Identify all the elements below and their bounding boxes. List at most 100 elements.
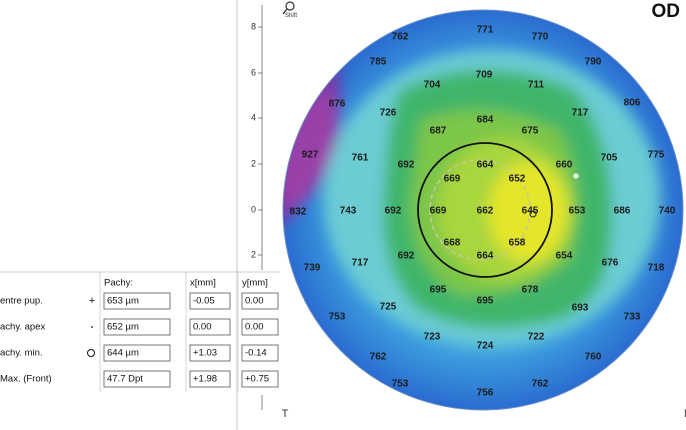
value-field bbox=[241, 344, 279, 362]
thickness-value: 662 bbox=[477, 206, 494, 217]
table-header: Pachy: bbox=[104, 278, 133, 289]
field-value: 652 µm bbox=[107, 322, 139, 333]
thickness-value: 717 bbox=[572, 108, 589, 119]
thickness-value: 692 bbox=[398, 160, 415, 171]
left-panel bbox=[0, 0, 238, 430]
field-value: -0.14 bbox=[245, 348, 267, 359]
value-field bbox=[103, 318, 171, 336]
thickness-value: 678 bbox=[522, 285, 539, 296]
thickness-value: 695 bbox=[430, 285, 447, 296]
temporal-label: T bbox=[282, 408, 289, 420]
thickness-value: 722 bbox=[528, 332, 545, 343]
value-field bbox=[189, 370, 231, 388]
thickness-value: 832 bbox=[290, 207, 307, 218]
value-field bbox=[189, 292, 231, 310]
zoom-hint: Shift bbox=[285, 13, 297, 19]
thickness-value: 645 bbox=[522, 206, 539, 217]
row-label: entre pup. bbox=[0, 296, 43, 307]
thickness-value: 687 bbox=[430, 126, 447, 137]
min-symbol bbox=[87, 349, 95, 357]
value-field bbox=[103, 344, 171, 362]
centre-symbol: + bbox=[89, 295, 95, 307]
value-field bbox=[103, 292, 171, 310]
thickness-value: 927 bbox=[302, 150, 319, 161]
eye-label: OD bbox=[652, 1, 681, 22]
thickness-value: 724 bbox=[477, 341, 494, 352]
field-value: 0.00 bbox=[193, 322, 212, 333]
thickness-value: 753 bbox=[392, 379, 409, 390]
thickness-value: 704 bbox=[424, 80, 441, 91]
field-value: 644 µm bbox=[107, 348, 139, 359]
thickness-value: 684 bbox=[477, 115, 494, 126]
row-label: achy. min. bbox=[0, 348, 43, 359]
thickness-value: 695 bbox=[477, 296, 494, 307]
min-marker bbox=[529, 210, 537, 218]
y-tick-label: 6 bbox=[251, 67, 256, 77]
thickness-value: 711 bbox=[528, 80, 545, 91]
thickness-value: 669 bbox=[444, 174, 461, 185]
thickness-value: 762 bbox=[532, 379, 549, 390]
thickness-value: 775 bbox=[648, 150, 665, 161]
thickness-value: 762 bbox=[392, 32, 409, 43]
thickness-value: 806 bbox=[624, 98, 641, 109]
row-label: achy. apex bbox=[0, 322, 45, 333]
zone-circle bbox=[429, 159, 531, 261]
thickness-value: 692 bbox=[398, 251, 415, 262]
thickness-value: 668 bbox=[444, 238, 461, 249]
thickness-value: 693 bbox=[572, 303, 589, 314]
thickness-value: 664 bbox=[477, 160, 494, 171]
contours bbox=[283, 49, 660, 346]
field-value: +0.75 bbox=[245, 374, 269, 385]
value-field bbox=[103, 370, 171, 388]
pupil-circle bbox=[417, 142, 553, 278]
thickness-value: 709 bbox=[476, 70, 493, 81]
pachy-table: + Pachy: x[mm] y[mm] entre pup. 653 µm -0.05 0… bbox=[0, 271, 280, 392]
zoom-icon[interactable]: Shift bbox=[282, 1, 297, 19]
nasal-label: N bbox=[684, 408, 686, 420]
thickness-value: 790 bbox=[585, 57, 602, 68]
field-value: +1.03 bbox=[193, 348, 217, 359]
table-header: x[mm] bbox=[190, 278, 216, 289]
max-marker bbox=[573, 173, 579, 179]
thickness-value: 658 bbox=[509, 238, 526, 249]
thickness-value: 725 bbox=[380, 302, 397, 313]
field-value: -0.05 bbox=[193, 296, 215, 307]
thickness-value: 770 bbox=[532, 32, 549, 43]
thickness-map bbox=[283, 10, 683, 410]
value-field bbox=[241, 370, 279, 388]
y-tick-label: 4 bbox=[251, 112, 256, 122]
thickness-value: 739 bbox=[304, 263, 321, 274]
value-field bbox=[189, 318, 231, 336]
y-tick-label: 0 bbox=[251, 204, 256, 214]
thickness-value: 669 bbox=[430, 206, 447, 217]
field-value: 0.00 bbox=[245, 322, 264, 333]
thickness-value: 723 bbox=[424, 332, 441, 343]
thickness-value: 686 bbox=[614, 206, 631, 217]
y-tick-label: 2 bbox=[251, 158, 256, 168]
thickness-value: 753 bbox=[329, 312, 346, 323]
thickness-value: 876 bbox=[329, 99, 346, 110]
thickness-value: 653 bbox=[569, 206, 586, 217]
y-tick-label: 2 bbox=[251, 249, 256, 259]
map-border bbox=[282, 9, 684, 411]
thickness-value: 675 bbox=[522, 126, 539, 137]
y-tick-label: 8 bbox=[251, 21, 256, 31]
thickness-value: 756 bbox=[477, 388, 494, 399]
apex-symbol bbox=[91, 326, 93, 328]
thickness-value: 652 bbox=[509, 174, 526, 185]
thickness-value: 740 bbox=[659, 206, 676, 217]
thickness-value: 717 bbox=[352, 258, 369, 269]
thickness-value: 726 bbox=[380, 108, 397, 119]
thickness-value: 785 bbox=[370, 57, 387, 68]
value-field bbox=[241, 292, 279, 310]
value-field bbox=[241, 318, 279, 336]
thickness-value: 761 bbox=[352, 153, 369, 164]
field-value: 47.7 Dpt bbox=[107, 374, 143, 385]
field-value: +1.98 bbox=[193, 374, 217, 385]
thickness-value: 692 bbox=[385, 206, 402, 217]
row-label: Max. (Front) bbox=[0, 374, 52, 385]
table-header: y[mm] bbox=[242, 278, 268, 289]
value-field bbox=[189, 344, 231, 362]
thickness-value: 664 bbox=[477, 251, 494, 262]
